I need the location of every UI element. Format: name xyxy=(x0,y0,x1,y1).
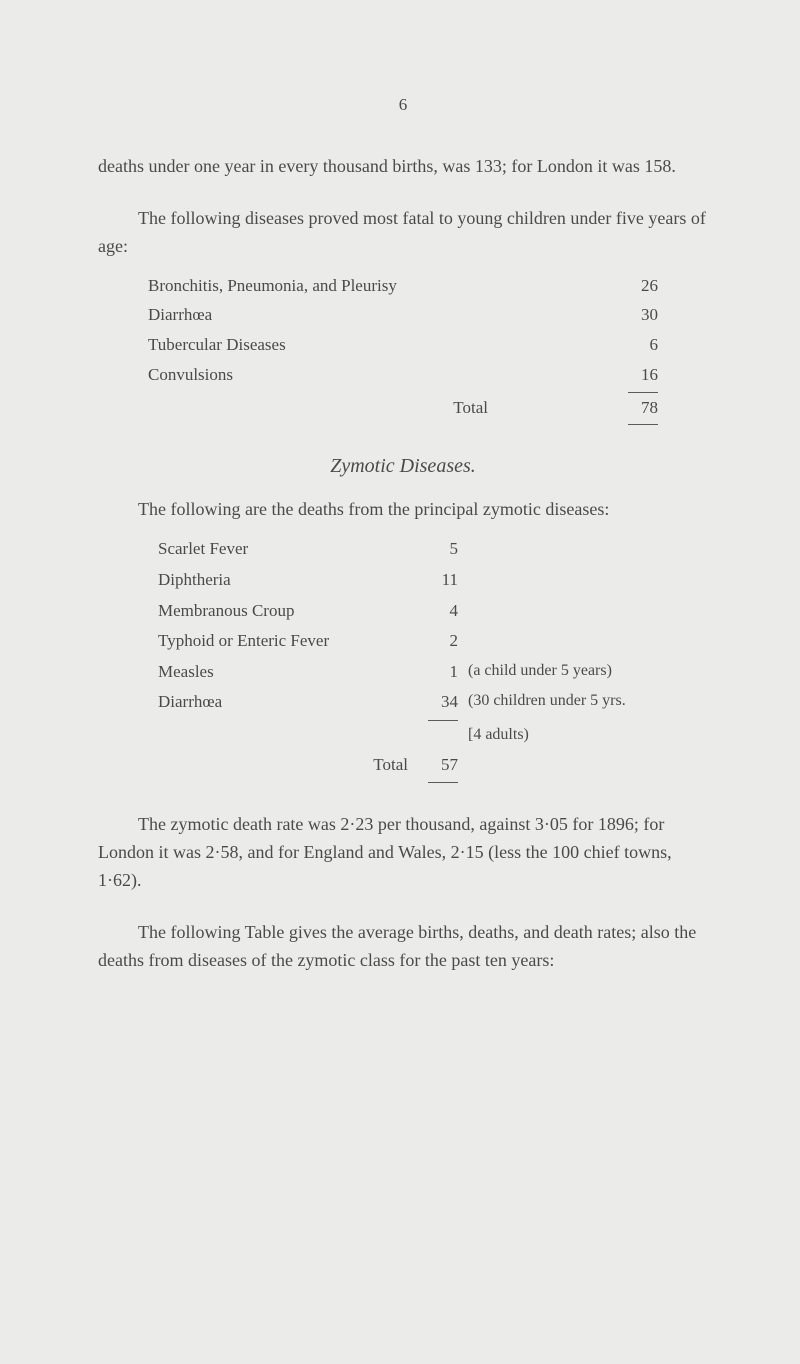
diseases-table-1: Bronchitis, Pneumonia, and Pleurisy 26 D… xyxy=(148,271,658,426)
paragraph-3: The following are the deaths from the pr… xyxy=(98,496,708,524)
row-note xyxy=(458,565,678,596)
table-row: Scarlet Fever 5 xyxy=(158,534,678,565)
row-note xyxy=(458,534,678,565)
row-value: 30 xyxy=(598,300,658,330)
table-row: Diarrhœa 30 xyxy=(148,300,658,330)
page-number: 6 xyxy=(98,95,708,115)
row-note xyxy=(458,626,678,657)
row-value: 16 xyxy=(598,360,658,393)
row-label: Tubercular Diseases xyxy=(148,330,598,360)
row-label: Diarrhœa xyxy=(148,300,598,330)
table-row: Convulsions 16 xyxy=(148,360,658,393)
table-row: [4 adults) xyxy=(158,721,678,750)
row-note: (a child under 5 years) xyxy=(458,657,678,688)
table-row: Membranous Croup 4 xyxy=(158,596,678,627)
row-value: 34 xyxy=(418,687,458,721)
row-value: 4 xyxy=(418,596,458,627)
row-value: 26 xyxy=(598,271,658,301)
row-note xyxy=(458,750,678,784)
row-label: Bronchitis, Pneumonia, and Pleurisy xyxy=(148,271,598,301)
section-title-zymotic: Zymotic Diseases. xyxy=(98,455,708,478)
table-row: Diarrhœa 34 (30 children under 5 yrs. xyxy=(158,687,678,721)
paragraph-1: deaths under one year in every thousand … xyxy=(98,153,708,181)
total-value: 57 xyxy=(418,750,458,784)
paragraph-5: The following Table gives the average bi… xyxy=(98,919,708,975)
table-row: Tubercular Diseases 6 xyxy=(148,330,658,360)
row-label: Typhoid or Enteric Fever xyxy=(158,626,418,657)
table-row: Measles 1 (a child under 5 years) xyxy=(158,657,678,688)
total-value: 78 xyxy=(598,393,658,426)
row-label: Convulsions xyxy=(148,360,598,393)
table-row: Typhoid or Enteric Fever 2 xyxy=(158,626,678,657)
row-value: 5 xyxy=(418,534,458,565)
row-label: Measles xyxy=(158,657,418,688)
row-value: 1 xyxy=(418,657,458,688)
row-label xyxy=(158,721,418,750)
row-note xyxy=(458,596,678,627)
row-label: Diphtheria xyxy=(158,565,418,596)
row-label: Membranous Croup xyxy=(158,596,418,627)
row-note: [4 adults) xyxy=(458,721,678,750)
row-note: (30 children under 5 yrs. xyxy=(458,687,678,721)
paragraph-2: The following diseases proved most fatal… xyxy=(98,205,708,261)
row-value: 6 xyxy=(598,330,658,360)
table-total-row: Total 57 xyxy=(158,750,678,784)
row-label: Scarlet Fever xyxy=(158,534,418,565)
row-value: 2 xyxy=(418,626,458,657)
table-row: Diphtheria 11 xyxy=(158,565,678,596)
row-value xyxy=(418,721,458,750)
paragraph-4: The zymotic death rate was 2·23 per thou… xyxy=(98,811,708,895)
table-row: Bronchitis, Pneumonia, and Pleurisy 26 xyxy=(148,271,658,301)
diseases-table-2: Scarlet Fever 5 Diphtheria 11 Membranous… xyxy=(158,534,678,783)
total-label: Total xyxy=(148,393,598,426)
row-value: 11 xyxy=(418,565,458,596)
table-total-row: Total 78 xyxy=(148,393,658,426)
row-label: Diarrhœa xyxy=(158,687,418,721)
total-label: Total xyxy=(158,750,418,784)
